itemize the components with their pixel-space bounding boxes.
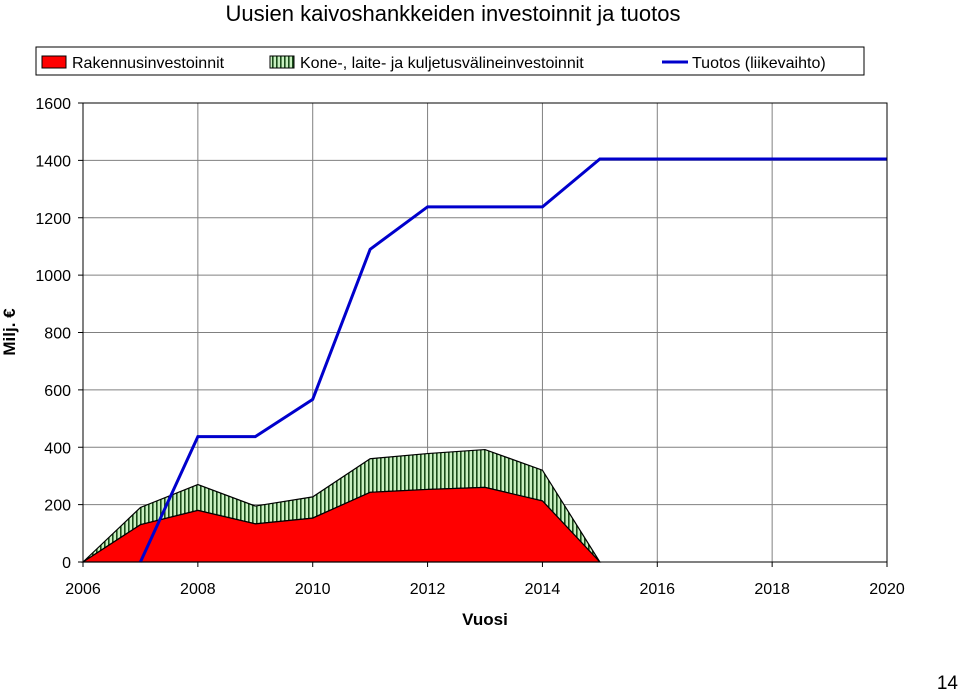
y-tick-label: 400 <box>44 440 71 457</box>
x-axis-ticks: 2006 2008 2010 2012 2014 2016 2018 2020 <box>65 562 905 598</box>
x-tick-label: 2018 <box>754 581 790 598</box>
y-axis-label: Milj. € <box>0 308 19 356</box>
plot-areas <box>80 448 602 563</box>
x-tick-label: 2012 <box>410 581 446 598</box>
legend: Rakennusinvestoinnit Kone-, laite- ja ku… <box>35 46 865 76</box>
x-tick-label: 2006 <box>65 581 101 598</box>
plot-lines <box>139 157 887 563</box>
legend-swatch-equipment <box>269 55 295 69</box>
legend-swatch-construction <box>41 55 67 69</box>
area-construction-investments <box>80 486 602 563</box>
y-tick-label: 1000 <box>35 268 71 285</box>
line-revenue <box>139 157 887 563</box>
y-tick-label: 1600 <box>35 96 71 113</box>
x-tick-label: 2016 <box>639 581 675 598</box>
page-number: 14 <box>937 673 959 690</box>
y-tick-label: 1400 <box>35 153 71 170</box>
chart-title: Uusien kaivoshankkeiden investoinnit ja … <box>226 1 681 26</box>
x-tick-label: 2010 <box>295 581 331 598</box>
x-tick-label: 2020 <box>869 581 905 598</box>
y-tick-label: 0 <box>62 555 71 572</box>
y-axis-ticks: 0 200 400 600 800 1000 1200 1400 1600 <box>35 96 83 572</box>
y-tick-label: 800 <box>44 326 71 343</box>
legend-label-revenue: Tuotos (liikevaihto) <box>692 55 826 72</box>
y-tick-label: 1200 <box>35 211 71 228</box>
legend-label-equipment: Kone-, laite- ja kuljetusvälineinvestoin… <box>300 55 584 72</box>
x-tick-label: 2008 <box>180 581 216 598</box>
legend-box <box>35 46 865 76</box>
x-tick-label: 2014 <box>525 581 561 598</box>
x-axis-label: Vuosi <box>462 610 508 629</box>
legend-label-construction: Rakennusinvestoinnit <box>72 55 225 72</box>
y-tick-label: 600 <box>44 383 71 400</box>
y-tick-label: 200 <box>44 498 71 515</box>
